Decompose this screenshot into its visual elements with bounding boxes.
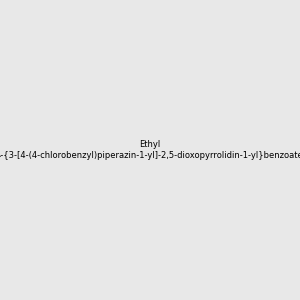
Text: Ethyl 4-{3-[4-(4-chlorobenzyl)piperazin-1-yl]-2,5-dioxopyrrolidin-1-yl}benzoate: Ethyl 4-{3-[4-(4-chlorobenzyl)piperazin-…	[0, 140, 300, 160]
